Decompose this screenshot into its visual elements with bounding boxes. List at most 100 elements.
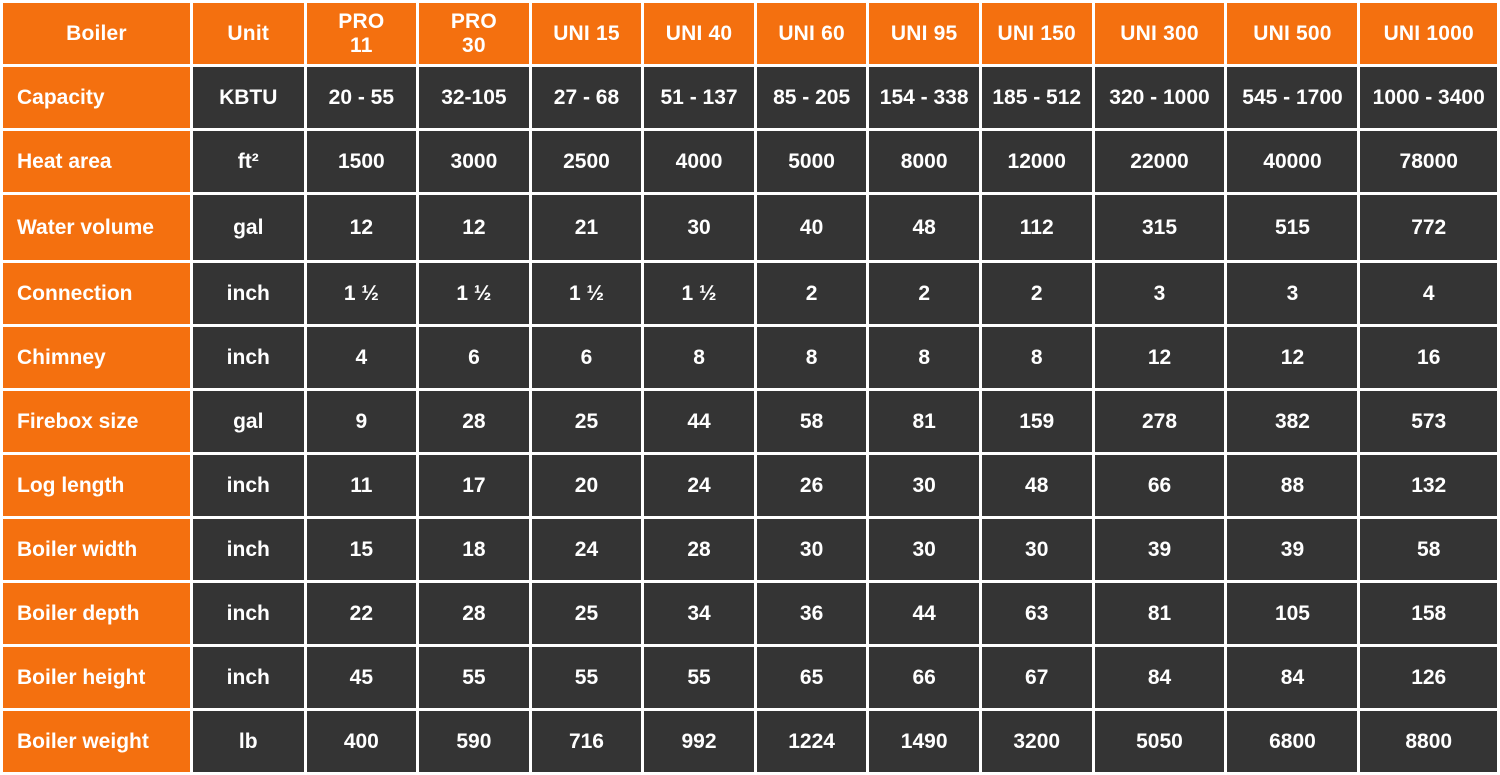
data-cell: 159 — [981, 391, 1092, 452]
data-cell: 382 — [1227, 391, 1358, 452]
table-row: Firebox size gal 9 28 25 44 58 81 159 278 382 573 — [3, 391, 1497, 452]
row-label-heat-area: Heat area — [3, 131, 190, 192]
unit-cell: gal — [192, 195, 304, 260]
data-cell: 66 — [869, 647, 979, 708]
data-cell: 573 — [1360, 391, 1497, 452]
header-cell-uni-150: UNI 150 — [981, 3, 1092, 64]
data-cell: 6 — [531, 327, 642, 388]
data-cell: 105 — [1227, 583, 1358, 644]
data-cell: 55 — [419, 647, 529, 708]
header-cell-pro-30: PRO 30 — [419, 3, 529, 64]
data-cell: 400 — [306, 711, 417, 772]
data-cell: 1 ½ — [419, 263, 529, 324]
data-cell: 4000 — [644, 131, 754, 192]
row-label-water-volume: Water volume — [3, 195, 190, 260]
table-header: Boiler Unit PRO 11 PRO 30 UNI 15 UNI 40 … — [3, 3, 1497, 64]
table-row: Heat area ft² 1500 3000 2500 4000 5000 8000 1200… — [3, 131, 1497, 192]
data-cell: 40 — [756, 195, 867, 260]
data-cell: 30 — [869, 455, 979, 516]
data-cell: 6 — [419, 327, 529, 388]
table-row: Boiler depth inch 22 28 25 34 36 44 63 81 105 158 — [3, 583, 1497, 644]
data-cell: 84 — [1227, 647, 1358, 708]
header-cell-uni-15: UNI 15 — [531, 3, 642, 64]
data-cell: 132 — [1360, 455, 1497, 516]
table-row: Boiler width inch 15 18 24 28 30 30 30 39 39 58 — [3, 519, 1497, 580]
data-cell: 24 — [531, 519, 642, 580]
data-cell: 65 — [756, 647, 867, 708]
table-row: Boiler weight lb 400 590 716 992 1224 1490 3200 5… — [3, 711, 1497, 772]
unit-cell: inch — [192, 327, 304, 388]
data-cell: 315 — [1094, 195, 1225, 260]
row-label-boiler-width: Boiler width — [3, 519, 190, 580]
data-cell: 63 — [981, 583, 1092, 644]
table-row: Log length inch 11 17 20 24 26 30 48 66 88 132 — [3, 455, 1497, 516]
data-cell: 22000 — [1094, 131, 1225, 192]
data-cell: 8 — [981, 327, 1092, 388]
header-pro-30-line1: PRO — [450, 9, 497, 33]
data-cell: 158 — [1360, 583, 1497, 644]
data-cell: 40000 — [1227, 131, 1358, 192]
header-cell-uni-1000: UNI 1000 — [1360, 3, 1497, 64]
data-cell: 30 — [756, 519, 867, 580]
data-cell: 8800 — [1360, 711, 1497, 772]
data-cell: 88 — [1227, 455, 1358, 516]
data-cell: 3000 — [419, 131, 529, 192]
data-cell: 4 — [1360, 263, 1497, 324]
data-cell: 1 ½ — [531, 263, 642, 324]
data-cell: 24 — [644, 455, 754, 516]
data-cell: 36 — [756, 583, 867, 644]
unit-cell: ft² — [192, 131, 304, 192]
data-cell: 32-105 — [419, 67, 529, 128]
data-cell: 2 — [869, 263, 979, 324]
data-cell: 18 — [419, 519, 529, 580]
table-row: Capacity KBTU 20 - 55 32-105 27 - 68 51 - 137… — [3, 67, 1497, 128]
data-cell: 8 — [869, 327, 979, 388]
row-label-connection: Connection — [3, 263, 190, 324]
data-cell: 21 — [531, 195, 642, 260]
data-cell: 1 ½ — [644, 263, 754, 324]
data-cell: 20 — [531, 455, 642, 516]
data-cell: 1 ½ — [306, 263, 417, 324]
table-body: Capacity KBTU 20 - 55 32-105 27 - 68 51 - 137… — [3, 67, 1497, 772]
data-cell: 16 — [1360, 327, 1497, 388]
data-cell: 81 — [1094, 583, 1225, 644]
data-cell: 28 — [419, 391, 529, 452]
data-cell: 51 - 137 — [644, 67, 754, 128]
header-cell-uni-60: UNI 60 — [756, 3, 867, 64]
table-row: Chimney inch 4 6 6 8 8 8 8 12 12 16 — [3, 327, 1497, 388]
data-cell: 5050 — [1094, 711, 1225, 772]
data-cell: 44 — [644, 391, 754, 452]
data-cell: 154 - 338 — [869, 67, 979, 128]
data-cell: 1500 — [306, 131, 417, 192]
data-cell: 12000 — [981, 131, 1092, 192]
data-cell: 320 - 1000 — [1094, 67, 1225, 128]
row-label-log-length: Log length — [3, 455, 190, 516]
header-cell-uni-500: UNI 500 — [1227, 3, 1358, 64]
data-cell: 25 — [531, 391, 642, 452]
data-cell: 45 — [306, 647, 417, 708]
unit-cell: lb — [192, 711, 304, 772]
data-cell: 39 — [1094, 519, 1225, 580]
data-cell: 85 - 205 — [756, 67, 867, 128]
data-cell: 3 — [1227, 263, 1358, 324]
data-cell: 126 — [1360, 647, 1497, 708]
data-cell: 6800 — [1227, 711, 1358, 772]
data-cell: 2 — [981, 263, 1092, 324]
data-cell: 2500 — [531, 131, 642, 192]
data-cell: 39 — [1227, 519, 1358, 580]
data-cell: 4 — [306, 327, 417, 388]
unit-cell: inch — [192, 647, 304, 708]
row-label-capacity: Capacity — [3, 67, 190, 128]
row-label-boiler-height: Boiler height — [3, 647, 190, 708]
data-cell: 1224 — [756, 711, 867, 772]
data-cell: 8000 — [869, 131, 979, 192]
data-cell: 26 — [756, 455, 867, 516]
data-cell: 8 — [756, 327, 867, 388]
data-cell: 3200 — [981, 711, 1092, 772]
header-pro-11-line2: 11 — [350, 33, 373, 57]
unit-cell: inch — [192, 519, 304, 580]
header-cell-uni-300: UNI 300 — [1094, 3, 1225, 64]
data-cell: 28 — [419, 583, 529, 644]
